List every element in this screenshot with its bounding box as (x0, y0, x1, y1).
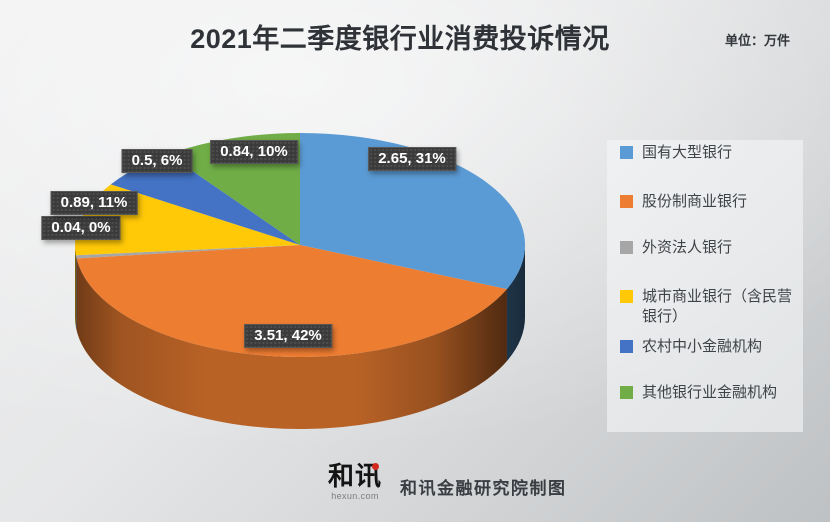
legend-label: 股份制商业银行 (642, 193, 748, 210)
legend-label: 城市商业银行（含民营银行） (642, 288, 793, 325)
legend-item: 农村中小金融机构 (620, 337, 798, 357)
logo-red-dot-icon (372, 463, 379, 470)
legend: 国有大型银行 股份制商业银行 外资法人银行城市商业银行（含民营银行） 农村中小金融机构… (607, 140, 803, 432)
legend-item: 城市商业银行（含民营银行） (620, 287, 798, 327)
legend-label: 农村中小金融机构 (642, 338, 763, 355)
data-label: 0.04, 0% (41, 216, 121, 240)
legend-item: 国有大型银行 (620, 143, 798, 163)
legend-swatch (620, 290, 633, 303)
legend-swatch (620, 195, 633, 208)
legend-item: 外资法人银行 (620, 238, 798, 258)
hexun-logo-domain: hexun.com (331, 491, 379, 501)
data-label: 0.84, 10% (210, 140, 298, 164)
legend-label: 国有大型银行 (642, 144, 733, 161)
legend-item: 股份制商业银行 (620, 192, 798, 212)
unit-label: 单位：万件 (724, 33, 790, 48)
data-label: 0.89, 11% (50, 191, 138, 215)
legend-label: 其他银行业金融机构 (642, 384, 778, 401)
pie-slice (76, 245, 507, 358)
pie-slice (75, 245, 300, 259)
chart-title: 2021年二季度银行业消费投诉情况 (190, 24, 610, 54)
legend-item: 其他银行业金融机构 (620, 383, 798, 403)
data-label: 2.65, 31% (368, 147, 456, 171)
data-label: 3.51, 42% (244, 324, 332, 348)
data-label: 0.5, 6% (121, 149, 193, 173)
legend-label: 外资法人银行 (642, 239, 733, 256)
credit-text: 和讯金融研究院制图 (400, 479, 567, 498)
hexun-logo: 和讯 hexun.com (322, 462, 388, 502)
legend-swatch (620, 241, 633, 254)
pie-side-shading (75, 245, 525, 429)
legend-swatch (620, 146, 633, 159)
legend-swatch (620, 340, 633, 353)
legend-swatch (620, 386, 633, 399)
pie-slice (110, 154, 301, 245)
pie-slice (300, 133, 525, 290)
